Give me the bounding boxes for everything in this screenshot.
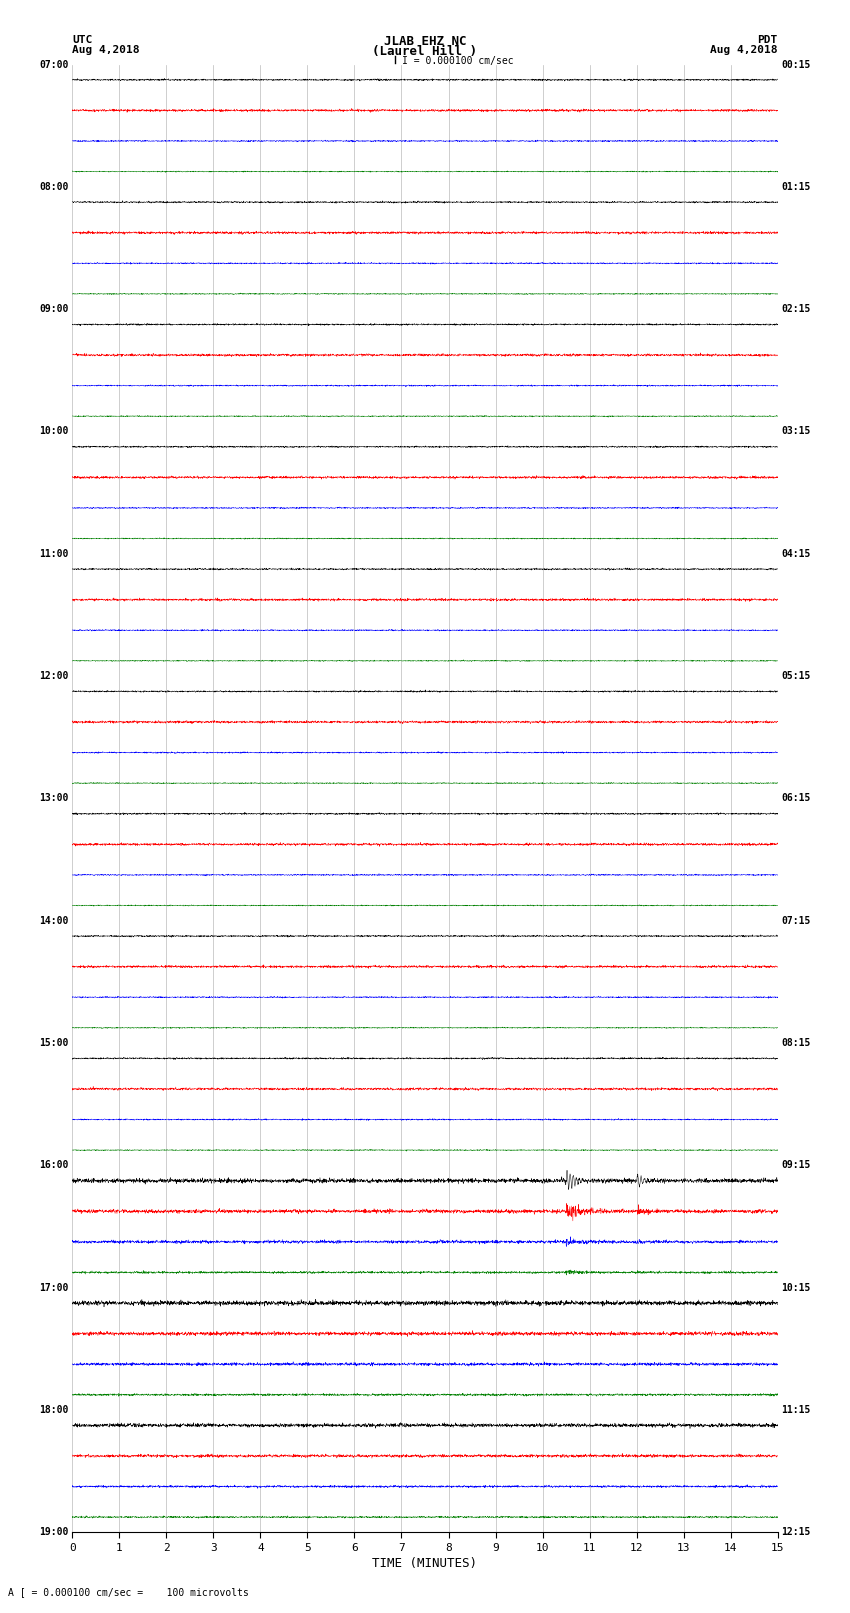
Text: 04:15: 04:15 <box>781 548 811 558</box>
Text: 16:00: 16:00 <box>39 1160 69 1171</box>
Text: 11:15: 11:15 <box>781 1405 811 1415</box>
Text: Aug 4,2018: Aug 4,2018 <box>711 45 778 55</box>
X-axis label: TIME (MINUTES): TIME (MINUTES) <box>372 1557 478 1569</box>
Text: 12:00: 12:00 <box>39 671 69 681</box>
Text: 15:00: 15:00 <box>39 1039 69 1048</box>
Text: 07:15: 07:15 <box>781 916 811 926</box>
Text: 08:15: 08:15 <box>781 1039 811 1048</box>
Text: 02:15: 02:15 <box>781 305 811 315</box>
Text: A [ = 0.000100 cm/sec =    100 microvolts: A [ = 0.000100 cm/sec = 100 microvolts <box>8 1587 249 1597</box>
Text: 09:15: 09:15 <box>781 1160 811 1171</box>
Text: 12:15: 12:15 <box>781 1528 811 1537</box>
Text: 10:00: 10:00 <box>39 426 69 437</box>
Text: Aug 4,2018: Aug 4,2018 <box>72 45 139 55</box>
Text: PDT: PDT <box>757 35 778 45</box>
Text: 08:00: 08:00 <box>39 182 69 192</box>
Text: 00:15: 00:15 <box>781 60 811 69</box>
Text: 03:15: 03:15 <box>781 426 811 437</box>
Text: 17:00: 17:00 <box>39 1282 69 1292</box>
Text: 09:00: 09:00 <box>39 305 69 315</box>
Text: 01:15: 01:15 <box>781 182 811 192</box>
Text: 19:00: 19:00 <box>39 1528 69 1537</box>
Text: 06:15: 06:15 <box>781 794 811 803</box>
Text: 05:15: 05:15 <box>781 671 811 681</box>
Text: I = 0.000100 cm/sec: I = 0.000100 cm/sec <box>402 56 513 66</box>
Text: 11:00: 11:00 <box>39 548 69 558</box>
Text: (Laurel Hill ): (Laurel Hill ) <box>372 45 478 58</box>
Text: 18:00: 18:00 <box>39 1405 69 1415</box>
Text: 07:00: 07:00 <box>39 60 69 69</box>
Text: 13:00: 13:00 <box>39 794 69 803</box>
Text: 10:15: 10:15 <box>781 1282 811 1292</box>
Text: UTC: UTC <box>72 35 93 45</box>
Text: 14:00: 14:00 <box>39 916 69 926</box>
Text: JLAB EHZ NC: JLAB EHZ NC <box>383 35 467 48</box>
